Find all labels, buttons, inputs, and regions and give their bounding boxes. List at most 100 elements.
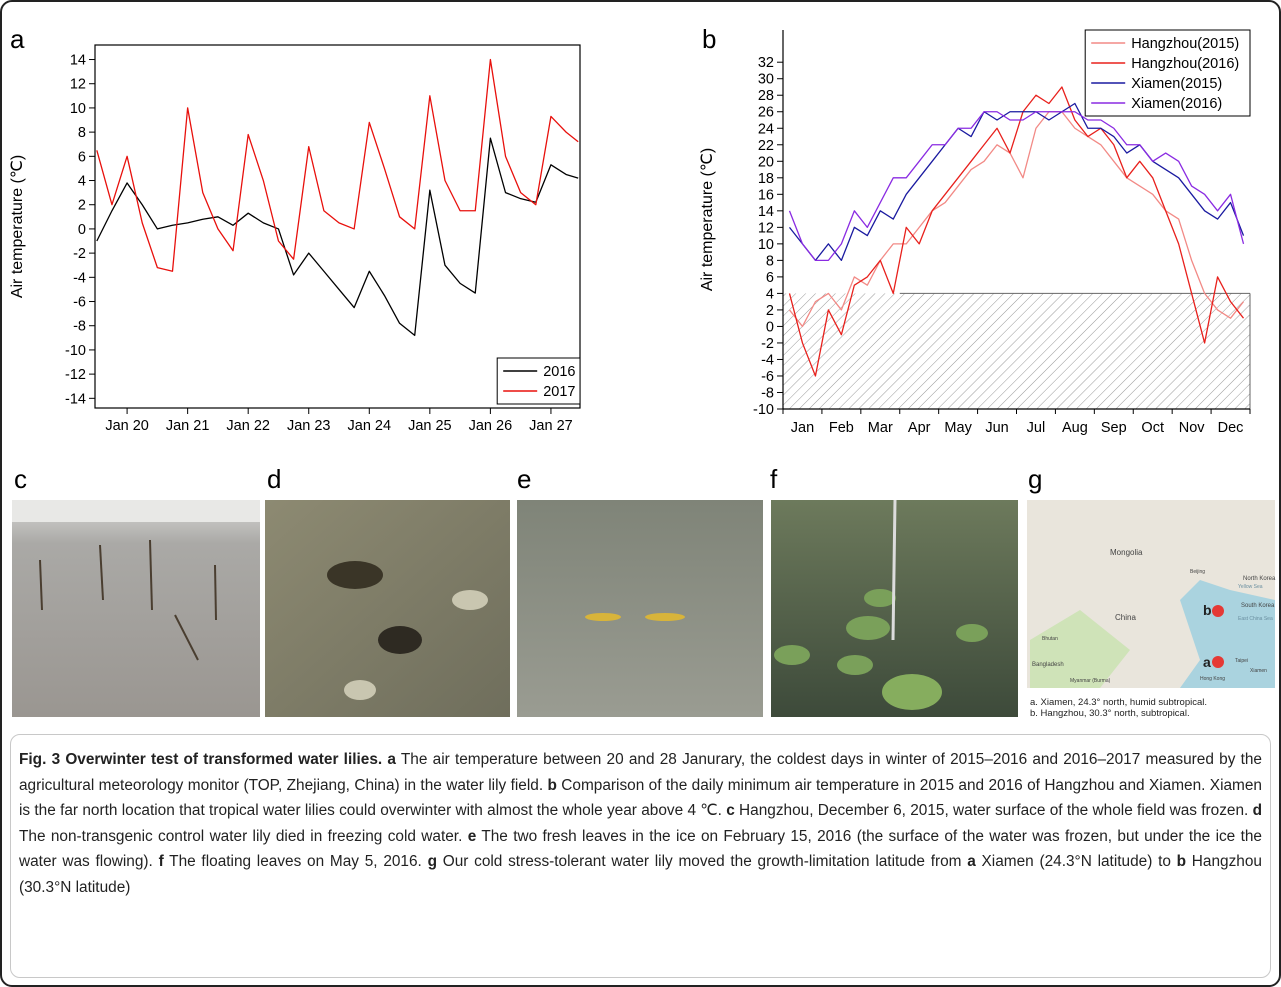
map-note: a. Xiamen, 24.3° north, humid subtropica… bbox=[1030, 697, 1207, 708]
y-tick-label: -12 bbox=[65, 367, 86, 383]
caption-text: Hangzhou (30.3°N latitude) bbox=[19, 853, 1262, 896]
legend-label: 2016 bbox=[543, 364, 575, 380]
caption-text: Hangzhou, December 6, 2015, water surfac… bbox=[734, 802, 1253, 819]
map-marker-label: a bbox=[1203, 654, 1211, 670]
x-tick-label: Aug bbox=[1062, 420, 1088, 436]
panel-label: a bbox=[10, 24, 25, 54]
legend-label: 2017 bbox=[543, 384, 575, 400]
y-tick-label: 30 bbox=[758, 72, 774, 88]
x-tick-label: Jan 22 bbox=[226, 418, 270, 434]
photo-f bbox=[771, 499, 1018, 717]
caption-bold: a bbox=[967, 853, 976, 870]
panel-label: g bbox=[1028, 464, 1042, 494]
caption-text: The two fresh leaves in the ice on Febru… bbox=[19, 827, 1262, 871]
legend-label: Hangzhou(2015) bbox=[1131, 36, 1239, 52]
panel-label: f bbox=[770, 464, 778, 494]
caption-bold: c bbox=[726, 802, 735, 819]
caption-bold: g bbox=[427, 853, 437, 870]
map-label: Xiamen bbox=[1250, 668, 1267, 674]
series-line bbox=[788, 86, 1245, 377]
caption-text: The floating leaves on May 5, 2016. bbox=[163, 853, 428, 870]
caption-bold: b bbox=[547, 776, 557, 794]
legend-label: Xiamen(2015) bbox=[1131, 76, 1222, 92]
y-tick-label: -10 bbox=[753, 402, 774, 418]
map-label: Taipei bbox=[1235, 658, 1248, 664]
caption-bold: f bbox=[158, 853, 164, 870]
caption-text: The non-transgenic control water lily di… bbox=[19, 827, 468, 845]
y-tick-label: -10 bbox=[65, 343, 86, 359]
y-tick-label: 18 bbox=[758, 171, 774, 187]
series-line bbox=[96, 58, 579, 272]
x-tick-label: Jul bbox=[1027, 420, 1046, 436]
legend-box bbox=[1084, 29, 1251, 117]
y-tick-label: 6 bbox=[766, 270, 774, 286]
x-tick-label: Dec bbox=[1218, 420, 1244, 436]
y-tick-label: 12 bbox=[758, 220, 774, 236]
photo-e bbox=[517, 500, 763, 717]
x-tick-label: May bbox=[944, 420, 972, 436]
y-tick-label: 32 bbox=[758, 55, 774, 71]
map-note: b. Hangzhou, 30.3° north, subtropical. bbox=[1030, 708, 1190, 719]
x-tick-label: Jan bbox=[791, 420, 814, 436]
x-tick-label: Jan 24 bbox=[348, 418, 392, 434]
photo-d bbox=[265, 500, 510, 717]
x-tick-label: Jan 23 bbox=[287, 418, 331, 434]
panel-label: e bbox=[517, 464, 531, 494]
y-tick-label: 28 bbox=[758, 88, 774, 104]
photo-g-map: Mongolia China North Korea South Korea B… bbox=[1027, 500, 1276, 719]
caption-text: Our cold stress-tolerant water lily move… bbox=[436, 853, 968, 870]
series-line bbox=[96, 137, 579, 337]
y-tick-label: -2 bbox=[73, 246, 86, 262]
figure-caption: Fig. 3 Overwinter test of transformed wa… bbox=[10, 734, 1271, 978]
map-label: Hong Kong bbox=[1200, 676, 1225, 682]
threshold-region bbox=[783, 293, 1250, 409]
y-tick-label: -2 bbox=[761, 336, 774, 352]
y-tick-label: 22 bbox=[758, 138, 774, 154]
y-tick-label: -6 bbox=[73, 295, 86, 311]
x-tick-label: Apr bbox=[908, 420, 931, 436]
caption-text: Comparison of the daily minimum air temp… bbox=[19, 776, 1262, 820]
y-tick-label: 2 bbox=[78, 198, 86, 214]
y-tick-label: 10 bbox=[758, 237, 774, 253]
caption-text: Xiamen (24.3°N latitude) to bbox=[975, 853, 1177, 870]
y-tick-label: 6 bbox=[78, 149, 86, 165]
x-tick-label: Jan 26 bbox=[469, 418, 513, 434]
y-tick-label: 24 bbox=[758, 121, 774, 137]
series-line bbox=[788, 111, 1245, 262]
y-tick-label: 10 bbox=[70, 101, 86, 117]
plot-frame bbox=[94, 44, 581, 409]
caption-bold: b bbox=[1176, 853, 1187, 870]
y-tick-label: -4 bbox=[761, 352, 774, 368]
caption-text: The air temperature between 20 and 28 Ja… bbox=[19, 751, 1262, 794]
y-tick-label: 14 bbox=[758, 204, 774, 220]
y-tick-label: 0 bbox=[766, 319, 774, 335]
caption-bold: Fig. 3 Overwinter test of transformed wa… bbox=[19, 751, 383, 768]
y-axis-title: Air temperature (℃) bbox=[699, 148, 716, 291]
y-tick-label: 20 bbox=[758, 154, 774, 170]
y-axis-title: Air temperature (℃) bbox=[9, 155, 26, 298]
legend-box bbox=[496, 357, 581, 405]
x-tick-label: Feb bbox=[829, 420, 854, 436]
y-tick-label: 0 bbox=[78, 222, 86, 238]
y-tick-label: 4 bbox=[78, 174, 86, 190]
y-tick-label: 14 bbox=[70, 53, 86, 69]
x-tick-label: Sep bbox=[1101, 420, 1127, 436]
map-label: Beijing bbox=[1190, 569, 1205, 575]
y-tick-label: 2 bbox=[766, 303, 774, 319]
map-label: Myanmar (Burma) bbox=[1070, 678, 1111, 684]
y-tick-label: -6 bbox=[761, 369, 774, 385]
map-label: South Korea bbox=[1241, 603, 1275, 609]
x-tick-label: Jun bbox=[985, 420, 1008, 436]
photo-c bbox=[12, 500, 260, 717]
y-tick-label: 12 bbox=[70, 77, 86, 93]
x-tick-label: Oct bbox=[1141, 420, 1164, 436]
map-label: East China Sea bbox=[1238, 616, 1273, 622]
caption-bold: d bbox=[1252, 802, 1262, 819]
x-tick-label: Jan 27 bbox=[529, 418, 573, 434]
map-label: Yellow Sea bbox=[1238, 584, 1263, 590]
map-marker-label: b bbox=[1203, 602, 1212, 618]
panel-label: b bbox=[702, 24, 716, 54]
x-tick-label: Jan 25 bbox=[408, 418, 452, 434]
x-tick-label: Nov bbox=[1179, 420, 1206, 436]
